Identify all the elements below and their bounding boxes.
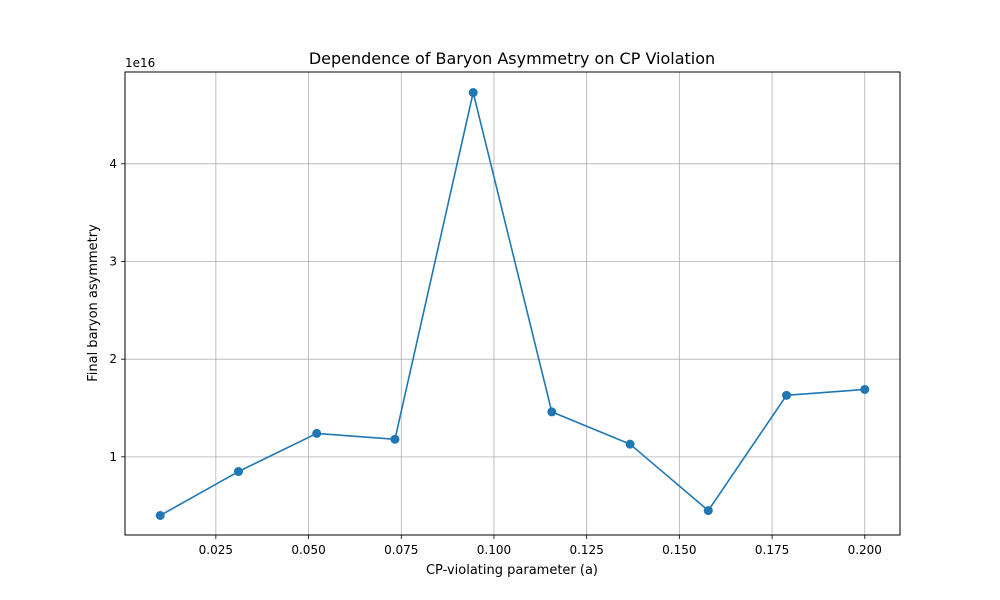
ticks: 0.025 0.050 0.075 0.100 0.125 0.150 0.175 0.200… — [109, 157, 882, 557]
data-point — [625, 439, 635, 449]
data-point — [547, 407, 557, 417]
x-tick-label: 0.075 — [384, 543, 418, 557]
y-axis-offset-label: 1e16 — [125, 56, 155, 70]
y-tick-label: 3 — [109, 254, 117, 268]
series-line — [159, 91, 865, 517]
x-axis-label: CP-violating parameter (a) — [426, 563, 598, 578]
x-tick-label: 0.100 — [477, 543, 511, 557]
x-tick-label: 0.025 — [199, 543, 233, 557]
data-point — [468, 88, 478, 98]
x-tick-label: 0.050 — [291, 543, 325, 557]
y-axis-label: Final baryon asymmetry — [86, 224, 101, 382]
chart-title: Dependence of Baryon Asymmetry on CP Vio… — [309, 49, 715, 68]
x-tick-label: 0.200 — [848, 543, 882, 557]
data-point — [782, 390, 792, 400]
x-tick-label: 0.125 — [569, 543, 603, 557]
axes-frame — [124, 71, 901, 536]
data-point — [233, 467, 243, 477]
y-tick-label: 4 — [109, 157, 117, 171]
grid-lines — [125, 72, 900, 535]
x-tick-label: 0.175 — [755, 543, 789, 557]
data-point — [155, 510, 165, 520]
series-layer — [155, 88, 870, 520]
x-tick-label: 0.150 — [662, 543, 696, 557]
data-point — [860, 384, 870, 394]
data-point — [390, 434, 400, 444]
data-point — [703, 506, 713, 516]
y-tick-label: 1 — [109, 450, 117, 464]
y-tick-label: 2 — [109, 352, 117, 366]
data-point — [312, 428, 322, 438]
